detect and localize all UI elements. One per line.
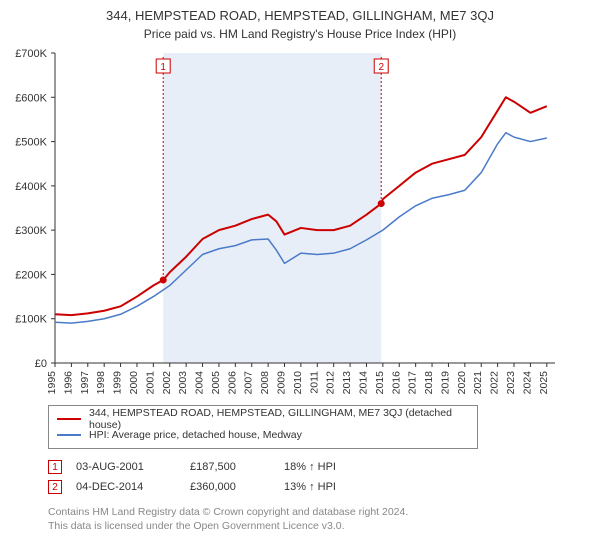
svg-text:2021: 2021 xyxy=(472,371,484,395)
svg-text:2002: 2002 xyxy=(161,371,173,395)
svg-text:2015: 2015 xyxy=(374,371,386,395)
sale-row: 2 04-DEC-2014 £360,000 13% ↑ HPI xyxy=(48,477,600,497)
svg-text:2: 2 xyxy=(378,62,384,73)
sale-row: 1 03-AUG-2001 £187,500 18% ↑ HPI xyxy=(48,457,600,477)
svg-text:1996: 1996 xyxy=(62,371,74,395)
svg-text:1998: 1998 xyxy=(95,371,107,395)
license-text: Contains HM Land Registry data © Crown c… xyxy=(48,505,600,533)
sale-events: 1 03-AUG-2001 £187,500 18% ↑ HPI 2 04-DEC-201… xyxy=(48,457,600,497)
svg-text:2025: 2025 xyxy=(538,371,550,395)
svg-text:£400K: £400K xyxy=(15,181,47,193)
sale-marker-box: 1 xyxy=(48,460,62,474)
svg-text:2020: 2020 xyxy=(456,371,468,395)
svg-text:1995: 1995 xyxy=(46,371,58,395)
svg-text:2014: 2014 xyxy=(357,371,369,395)
sale-date: 04-DEC-2014 xyxy=(76,481,176,493)
svg-text:2017: 2017 xyxy=(407,371,419,395)
svg-text:2006: 2006 xyxy=(226,371,238,395)
svg-text:2003: 2003 xyxy=(177,371,189,395)
chart-title: 344, HEMPSTEAD ROAD, HEMPSTEAD, GILLINGH… xyxy=(0,0,600,23)
license-line-1: Contains HM Land Registry data © Crown c… xyxy=(48,505,600,519)
sale-price: £187,500 xyxy=(190,461,270,473)
svg-text:2019: 2019 xyxy=(439,371,451,395)
svg-text:1997: 1997 xyxy=(79,371,91,395)
svg-text:2023: 2023 xyxy=(505,371,517,395)
svg-text:2004: 2004 xyxy=(194,371,206,395)
svg-text:2001: 2001 xyxy=(144,371,156,395)
legend-item: 344, HEMPSTEAD ROAD, HEMPSTEAD, GILLINGH… xyxy=(57,411,469,427)
svg-text:£200K: £200K xyxy=(15,269,47,281)
sale-date: 03-AUG-2001 xyxy=(76,461,176,473)
svg-text:2010: 2010 xyxy=(292,371,304,395)
svg-text:2000: 2000 xyxy=(128,371,140,395)
svg-text:1999: 1999 xyxy=(112,371,124,395)
svg-text:£500K: £500K xyxy=(15,137,47,149)
svg-text:2018: 2018 xyxy=(423,371,435,395)
svg-text:1: 1 xyxy=(160,62,166,73)
svg-text:£0: £0 xyxy=(35,358,47,370)
svg-text:£100K: £100K xyxy=(15,314,47,326)
svg-text:2008: 2008 xyxy=(259,371,271,395)
license-line-2: This data is licensed under the Open Gov… xyxy=(48,519,600,533)
svg-text:£600K: £600K xyxy=(15,92,47,104)
svg-text:£300K: £300K xyxy=(15,225,47,237)
sale-vs-hpi: 13% ↑ HPI xyxy=(284,481,394,493)
line-chart-svg: £0 £100K £200K £300K £400K £500K £600K £700K 199… xyxy=(5,47,565,397)
svg-text:2024: 2024 xyxy=(521,371,533,395)
legend-swatch xyxy=(57,418,81,420)
sale-vs-hpi: 18% ↑ HPI xyxy=(284,461,394,473)
svg-text:2009: 2009 xyxy=(276,371,288,395)
chart-area: £0 £100K £200K £300K £400K £500K £600K £700K 199… xyxy=(5,47,565,397)
legend-swatch xyxy=(57,434,81,436)
svg-text:2013: 2013 xyxy=(341,371,353,395)
legend-label: HPI: Average price, detached house, Medw… xyxy=(89,429,302,441)
svg-text:2012: 2012 xyxy=(325,371,337,395)
svg-text:2011: 2011 xyxy=(308,371,320,394)
chart-subtitle: Price paid vs. HM Land Registry's House … xyxy=(0,23,600,47)
legend: 344, HEMPSTEAD ROAD, HEMPSTEAD, GILLINGH… xyxy=(48,405,478,449)
svg-text:2016: 2016 xyxy=(390,371,402,395)
svg-text:2007: 2007 xyxy=(243,371,255,395)
sale-marker-box: 2 xyxy=(48,480,62,494)
svg-text:2022: 2022 xyxy=(489,371,501,395)
svg-text:£700K: £700K xyxy=(15,48,47,60)
svg-text:2005: 2005 xyxy=(210,371,222,395)
sale-price: £360,000 xyxy=(190,481,270,493)
legend-label: 344, HEMPSTEAD ROAD, HEMPSTEAD, GILLINGH… xyxy=(89,407,469,431)
